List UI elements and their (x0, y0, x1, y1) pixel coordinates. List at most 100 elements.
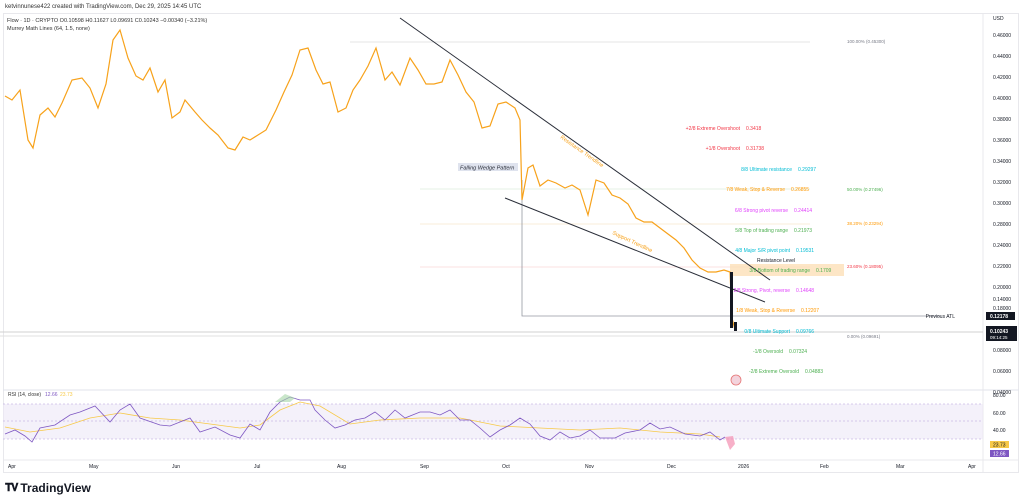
svg-text:USD: USD (993, 16, 1004, 22)
rsi-value-tag (990, 450, 1009, 457)
svg-text:0.08000: 0.08000 (993, 348, 1011, 354)
svg-text:0.14648: 0.14648 (796, 288, 814, 294)
svg-text:0.46000: 0.46000 (993, 33, 1011, 39)
svg-text:2026: 2026 (738, 464, 749, 470)
event-icon (730, 374, 742, 386)
svg-text:0.38000: 0.38000 (993, 117, 1011, 123)
svg-text:3/8 Bottom of trading range: 3/8 Bottom of trading range (749, 268, 810, 274)
rsi-ma-tag (990, 441, 1009, 448)
svg-text:0.24414: 0.24414 (794, 208, 812, 214)
last-price-tag (986, 326, 1017, 341)
resistance-level-band (730, 264, 844, 276)
indicator-line[interactable]: Murrey Math Lines (64, 1.5, none) (7, 26, 90, 32)
svg-text:Aug: Aug (337, 464, 346, 470)
price-axis: USD 0.46000 0.44000 0.42000 0.40000 0.38… (993, 16, 1011, 396)
svg-text:Jul: Jul (254, 464, 260, 470)
svg-text:0.21973: 0.21973 (794, 228, 812, 234)
previous-atl-label: Previous ATL (926, 314, 956, 320)
svg-text:23.60% (0.18095): 23.60% (0.18095) (847, 264, 883, 269)
tradingview-logo-icon: 𝐓𝐕 (5, 481, 18, 494)
svg-text:40.00: 40.00 (993, 428, 1006, 434)
rsi-line (4, 396, 726, 443)
chart-legend: Flow · 1D · CRYPTO O0.10598 H0.11627 L0.… (7, 17, 207, 33)
previous-atl-value: 0.12178 (990, 314, 1008, 320)
svg-text:Mar: Mar (896, 464, 905, 470)
svg-text:Feb: Feb (820, 464, 829, 470)
last-price-value: 0.10243 (990, 329, 1008, 335)
svg-text:+1/8 Overshoot: +1/8 Overshoot (706, 146, 741, 152)
svg-text:38.20% (0.23294): 38.20% (0.23294) (847, 221, 883, 226)
svg-text:0.09766: 0.09766 (796, 329, 814, 335)
svg-text:7/8 Weak, Stop & Reverse: 7/8 Weak, Stop & Reverse (726, 187, 785, 193)
svg-text:0.12207: 0.12207 (801, 308, 819, 314)
svg-text:8/8 Ultimate resistance: 8/8 Ultimate resistance (741, 167, 792, 173)
svg-text:+2/8 Extreme Overshoot: +2/8 Extreme Overshoot (686, 126, 741, 132)
svg-text:0.04883: 0.04883 (805, 369, 823, 375)
svg-text:0.42000: 0.42000 (993, 75, 1011, 81)
svg-text:0.04000: 0.04000 (993, 390, 1011, 396)
svg-text:0/8 Ultimate Support: 0/8 Ultimate Support (744, 329, 790, 335)
svg-text:0.20000: 0.20000 (993, 285, 1011, 291)
svg-text:0.34000: 0.34000 (993, 159, 1011, 165)
rsi-value-tag-text: 12.66 (993, 452, 1006, 458)
rsi-oversold-fill (725, 436, 735, 450)
svg-text:Dec: Dec (667, 464, 676, 470)
svg-text:Nov: Nov (585, 464, 594, 470)
falling-wedge-label: Falling Wedge Pattern (460, 166, 514, 172)
previous-atl-line (521, 180, 940, 317)
svg-text:-2/8 Extreme Oversold: -2/8 Extreme Oversold (749, 369, 799, 375)
svg-text:0.31738: 0.31738 (746, 146, 764, 152)
svg-text:0.24000: 0.24000 (993, 243, 1011, 249)
time-axis: Apr May Jun Jul Aug Sep Oct Nov Dec 2026… (8, 464, 976, 470)
svg-text:0.06000: 0.06000 (993, 369, 1011, 375)
svg-text:May: May (89, 464, 99, 470)
svg-text:0.19531: 0.19531 (796, 248, 814, 254)
svg-text:Oct: Oct (502, 464, 510, 470)
resistance-trendline-label: Resistance Trendline (559, 135, 605, 169)
symbol-ohlc-line[interactable]: Flow · 1D · CRYPTO O0.10598 H0.11627 L0.… (7, 18, 208, 24)
svg-text:100.00% (0.45300): 100.00% (0.45300) (847, 39, 886, 44)
svg-text:Jun: Jun (172, 464, 180, 470)
svg-text:Apr: Apr (968, 464, 976, 470)
previous-atl-tag (986, 312, 1015, 320)
support-trendline-label: Support Trendline (611, 230, 653, 254)
svg-text:6/8 Strong pivot reverse: 6/8 Strong pivot reverse (735, 208, 788, 214)
svg-text:Sep: Sep (420, 464, 429, 470)
fib-labels: 100.00% (0.45300) 50.00% (0.27496) 38.20… (847, 39, 886, 339)
svg-text:50.00% (0.27496): 50.00% (0.27496) (847, 187, 883, 192)
svg-text:2/8 Strong, Pivot, reverse: 2/8 Strong, Pivot, reverse (734, 288, 791, 294)
svg-text:5/8 Top of trading range: 5/8 Top of trading range (735, 228, 788, 234)
svg-text:0.3418: 0.3418 (746, 126, 762, 132)
brand-name: TradingView (20, 481, 91, 495)
attribution: ketvinnunese422 created with TradingView… (5, 4, 202, 10)
svg-text:0.44000: 0.44000 (993, 54, 1011, 60)
svg-text:0.28000: 0.28000 (993, 222, 1011, 228)
rsi-value: 12.66 (45, 392, 58, 398)
rsi-ma-tag-text: 23.73 (993, 443, 1006, 449)
murrey-labels: +2/8 Extreme Overshoot 0.3418 +1/8 Oversh… (686, 126, 832, 375)
rsi-band (3, 404, 983, 439)
rsi-ma-line (4, 401, 721, 438)
svg-text:0.29297: 0.29297 (798, 167, 816, 173)
svg-text:Apr: Apr (8, 464, 16, 470)
support-trendline (504, 197, 766, 303)
svg-text:1/8 Weak, Stop & Reverse: 1/8 Weak, Stop & Reverse (736, 308, 795, 314)
svg-text:0.40000: 0.40000 (993, 96, 1011, 102)
svg-text:0.26855: 0.26855 (791, 187, 809, 193)
bar-countdown: 09:14:25 (990, 335, 1008, 340)
svg-text:0.32000: 0.32000 (993, 180, 1011, 186)
chart-panel (3, 13, 1019, 473)
svg-text:0.30000: 0.30000 (993, 201, 1011, 207)
svg-text:4/8 Major S/R pivot point: 4/8 Major S/R pivot point (735, 248, 790, 254)
tradingview-logo[interactable]: 𝐓𝐕 TradingView (5, 481, 91, 495)
rsi-title: RSI (14, close) (8, 392, 41, 398)
resistance-trendline (399, 17, 771, 281)
svg-text:80.00: 80.00 (993, 393, 1006, 399)
svg-text:0.14000: 0.14000 (993, 297, 1011, 303)
rsi-ma-value: 23.73 (60, 392, 73, 398)
svg-text:0.1709: 0.1709 (816, 268, 832, 274)
svg-text:0.07324: 0.07324 (789, 349, 807, 355)
resistance-level-label: Resistance Level (757, 258, 795, 264)
svg-text:0.00% (0.09691): 0.00% (0.09691) (847, 334, 881, 339)
